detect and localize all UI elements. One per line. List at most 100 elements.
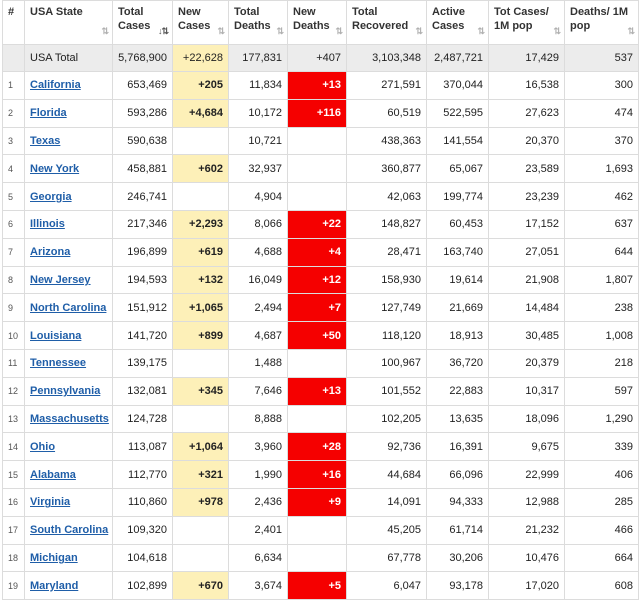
total-cases-header[interactable]: Total Cases ↓⇅ [112, 0, 173, 45]
header-label: Tot Cases/ 1M pop [494, 6, 549, 32]
new-cases-cell: +205 [172, 71, 229, 100]
total-deaths-header[interactable]: Total Deaths ⇅ [228, 0, 288, 45]
sort-icon[interactable]: ⇅ [276, 26, 283, 36]
state-link[interactable]: Ohio [30, 440, 56, 453]
state-header[interactable]: USA State ⇅ [24, 0, 113, 45]
cases-per-1m-cell: 12,988 [488, 487, 565, 517]
deaths-per-1m-header[interactable]: Deaths/ 1M pop ⇅ [564, 0, 639, 45]
rank-cell: 1 [2, 71, 25, 100]
state-cell: New York [24, 154, 113, 184]
state-link[interactable]: Michigan [30, 551, 78, 564]
total-recovered-cell: 100,967 [346, 348, 427, 378]
sort-icon[interactable]: ⇅ [415, 26, 422, 36]
total-cases-cell: 593,286 [112, 98, 173, 128]
new-cases-header[interactable]: New Cases ⇅ [172, 0, 229, 45]
table-row: 13 Massachusetts 124,728 8,888 102,205 13,635… [2, 404, 639, 434]
new-cases-cell: +132 [172, 265, 229, 295]
total-recovered-header[interactable]: Total Recovered ⇅ [346, 0, 427, 45]
rank-cell: 14 [2, 432, 25, 462]
new-deaths-cell: +7 [287, 293, 347, 323]
table-row: 4 New York 458,881 +602 32,937 360,877 65,067 2… [2, 154, 639, 184]
new-cases-cell [172, 348, 229, 378]
state-cell: California [24, 71, 113, 100]
sort-icon[interactable]: ⇅ [101, 26, 108, 36]
active-cases-cell: 94,333 [426, 487, 489, 517]
state-link[interactable]: Georgia [30, 190, 72, 203]
new-cases-cell: +899 [172, 321, 229, 350]
new-cases-cell: +1,064 [172, 432, 229, 462]
rank-cell: 15 [2, 460, 25, 489]
deaths-per-1m-cell: 285 [564, 487, 639, 517]
new-deaths-cell: +50 [287, 321, 347, 350]
rank-cell: 6 [2, 209, 25, 239]
table-row: 5 Georgia 246,741 4,904 42,063 199,774 23,239 4… [2, 182, 639, 211]
rank-cell: 2 [2, 98, 25, 128]
new-deaths-cell [287, 404, 347, 434]
active-cases-cell: 22,883 [426, 376, 489, 406]
sort-icon[interactable]: ↓⇅ [157, 26, 169, 36]
state-link[interactable]: South Carolina [30, 524, 109, 537]
deaths-per-1m-cell: 406 [564, 460, 639, 489]
header-label: # [8, 6, 15, 18]
total-recovered-cell: 44,684 [346, 460, 427, 489]
state-link[interactable]: Tennessee [30, 357, 87, 370]
state-link[interactable]: Maryland [30, 579, 79, 592]
total-recovered-cell: 6,047 [346, 571, 427, 600]
table-row: 18 Michigan 104,618 6,634 67,778 30,206 10,476… [2, 543, 639, 573]
new-deaths-cell [287, 126, 347, 156]
cases-per-1m-cell: 14,484 [488, 293, 565, 323]
state-link[interactable]: Texas [30, 134, 61, 147]
cases-per-1m-cell: 16,538 [488, 71, 565, 100]
deaths-per-1m-cell: 1,290 [564, 404, 639, 434]
new-cases-cell: +22,628 [172, 44, 229, 72]
active-cases-cell: 18,913 [426, 321, 489, 350]
table-row: 6 Illinois 217,346 +2,293 8,066 +22 148,827 60,… [2, 209, 639, 239]
sort-icon[interactable]: ⇅ [335, 26, 342, 36]
rank-cell: 17 [2, 515, 25, 545]
total-deaths-cell: 32,937 [228, 154, 288, 184]
active-cases-cell: 21,669 [426, 293, 489, 323]
deaths-per-1m-cell: 644 [564, 237, 639, 267]
table-row: 17 South Carolina 109,320 2,401 45,205 61,714… [2, 515, 639, 545]
state-link[interactable]: Arizona [30, 246, 71, 259]
state-link[interactable]: Virginia [30, 496, 71, 509]
total-deaths-cell: 4,904 [228, 182, 288, 211]
state-link[interactable]: California [30, 79, 81, 92]
deaths-per-1m-cell: 1,807 [564, 265, 639, 295]
sort-icon[interactable]: ⇅ [217, 26, 224, 36]
deaths-per-1m-cell: 466 [564, 515, 639, 545]
new-cases-cell [172, 543, 229, 573]
state-cell: Louisiana [24, 321, 113, 350]
active-cases-header[interactable]: Active Cases ⇅ [426, 0, 489, 45]
state-link[interactable]: Pennsylvania [30, 385, 101, 398]
total-cases-cell: 246,741 [112, 182, 173, 211]
total-deaths-cell: 2,494 [228, 293, 288, 323]
total-deaths-cell: 2,401 [228, 515, 288, 545]
active-cases-cell: 199,774 [426, 182, 489, 211]
new-deaths-header[interactable]: New Deaths ⇅ [287, 0, 347, 45]
new-deaths-cell: +9 [287, 487, 347, 517]
new-deaths-cell: +407 [287, 44, 347, 72]
state-link[interactable]: North Carolina [30, 301, 107, 314]
state-cell: Virginia [24, 487, 113, 517]
total-cases-cell: 112,770 [112, 460, 173, 489]
state-link[interactable]: Alabama [30, 468, 76, 481]
total-cases-cell: 141,720 [112, 321, 173, 350]
new-cases-cell [172, 126, 229, 156]
state-link[interactable]: Massachusetts [30, 412, 109, 425]
state-link[interactable]: Louisiana [30, 329, 82, 342]
state-link[interactable]: New York [30, 162, 80, 175]
state-link[interactable]: Florida [30, 107, 67, 120]
table-row: 9 North Carolina 151,912 +1,065 2,494 +7 127,7… [2, 293, 639, 323]
cases-per-1m-header[interactable]: Tot Cases/ 1M pop ⇅ [488, 0, 565, 45]
sort-icon[interactable]: ⇅ [477, 26, 484, 36]
deaths-per-1m-cell: 339 [564, 432, 639, 462]
table-row: 3 Texas 590,638 10,721 438,363 141,554 20,370 3… [2, 126, 639, 156]
total-cases-cell: 104,618 [112, 543, 173, 573]
sort-icon[interactable]: ⇅ [627, 26, 634, 36]
state-link[interactable]: New Jersey [30, 273, 91, 286]
state-cell: Michigan [24, 543, 113, 573]
state-link[interactable]: Illinois [30, 218, 65, 231]
total-cases-cell: 590,638 [112, 126, 173, 156]
sort-icon[interactable]: ⇅ [553, 26, 560, 36]
